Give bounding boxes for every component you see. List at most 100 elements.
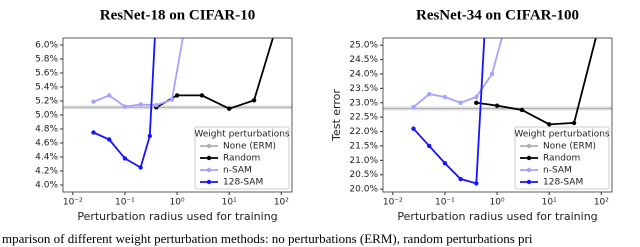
x-tick-label: 10⁻² <box>63 198 83 208</box>
chart-title: ResNet-34 on CIFAR-100 <box>416 7 579 23</box>
y-tick-label: 20.0% <box>349 185 378 195</box>
y-tick-label: 5.6% <box>35 69 58 79</box>
point <box>199 93 205 98</box>
point <box>122 104 128 109</box>
point <box>571 120 577 126</box>
point <box>174 93 180 98</box>
legend-box <box>514 126 610 190</box>
x-tick-label: 10¹ <box>542 198 557 208</box>
legend-label: None (ERM) <box>543 142 596 152</box>
y-tick-label: 4.4% <box>35 153 58 163</box>
series-line <box>93 38 156 169</box>
point <box>474 100 479 105</box>
point <box>138 165 143 170</box>
plot-frame <box>382 37 613 193</box>
y-tick-label: 5.4% <box>35 83 58 93</box>
chart-title: ResNet-18 on CIFAR-10 <box>100 7 256 23</box>
legend-label: Random <box>223 154 260 164</box>
point <box>107 137 112 142</box>
legend-label: 128-SAM <box>543 178 583 188</box>
x-axis-label: Perturbation radius used for training <box>77 210 277 223</box>
x-tick-label: 10¹ <box>222 198 237 208</box>
point <box>442 94 448 100</box>
legend-label: Random <box>543 154 580 164</box>
point <box>279 8 283 12</box>
x-tick-label: 10⁰ <box>490 198 505 208</box>
point <box>427 143 432 149</box>
y-tick-label: 4.6% <box>35 139 58 149</box>
point <box>427 91 432 97</box>
point <box>154 103 159 108</box>
legend: Weight perturbations None (ERM) Random n-SA… <box>194 126 290 190</box>
legend-marker <box>526 143 532 149</box>
legend-marker <box>526 179 532 185</box>
legend-title: Weight perturbations <box>514 130 610 140</box>
point <box>169 97 175 102</box>
chart: ResNet-18 on CIFAR-10 Perturbation radius… <box>35 7 293 223</box>
legend-marker <box>526 167 532 173</box>
legend-label: 128-SAM <box>223 178 263 188</box>
point <box>547 122 552 127</box>
y-tick-label: 23.5% <box>349 84 378 94</box>
point <box>489 71 495 77</box>
y-tick-label: 24.0% <box>349 69 378 79</box>
x-tick-label: 10² <box>594 198 609 208</box>
point <box>147 133 152 139</box>
y-tick-label: 22.5% <box>349 113 378 123</box>
point <box>227 106 232 111</box>
y-tick-label: 4.2% <box>35 167 58 177</box>
plot-frame <box>62 37 293 193</box>
point <box>91 99 96 104</box>
legend-label: n-SAM <box>543 166 572 176</box>
point <box>474 181 479 186</box>
y-tick-label: 25.0% <box>349 41 378 51</box>
point <box>91 130 96 135</box>
legend-marker <box>206 179 212 185</box>
point <box>107 93 112 98</box>
point <box>474 94 479 100</box>
series-line <box>93 38 184 108</box>
series-line <box>476 38 597 126</box>
plot-area <box>63 8 292 170</box>
point <box>458 100 463 105</box>
y-tick-label: 20.5% <box>349 170 378 180</box>
legend-box <box>194 126 290 190</box>
x-tick-label: 10⁻¹ <box>435 198 455 208</box>
x-tick-label: 10⁻¹ <box>115 198 135 208</box>
caption: mparison of different weight perturbatio… <box>2 231 533 246</box>
x-axis-label: Perturbation radius used for training <box>397 210 597 223</box>
y-tick-label: 5.2% <box>35 97 58 107</box>
x-tick-label: 10⁻² <box>383 198 403 208</box>
point <box>458 176 463 182</box>
point <box>442 161 448 166</box>
y-tick-label: 22.0% <box>349 127 378 137</box>
y-tick-label: 4.8% <box>35 125 58 135</box>
chart: ResNet-34 on CIFAR-100 Perturbation radiu… <box>330 7 613 223</box>
legend-label: n-SAM <box>223 166 252 176</box>
y-tick-label: 21.0% <box>349 156 378 166</box>
y-tick-label: 6.0% <box>35 41 58 51</box>
point <box>411 126 416 131</box>
y-tick-label: 23.0% <box>349 98 378 108</box>
y-axis-label: Test error <box>330 89 343 142</box>
point <box>138 102 143 107</box>
point <box>599 14 603 18</box>
legend: Weight perturbations None (ERM) Random n-SA… <box>514 126 610 190</box>
plot-area <box>383 14 612 186</box>
x-tick-label: 10⁰ <box>170 198 185 208</box>
legend-title: Weight perturbations <box>194 130 290 140</box>
legend-marker <box>526 155 532 161</box>
x-tick-label: 10² <box>274 198 289 208</box>
legend-label: None (ERM) <box>223 142 276 152</box>
series-line <box>155 38 274 110</box>
y-tick-label: 21.5% <box>349 141 378 151</box>
y-tick-label: 5.0% <box>35 111 58 121</box>
y-tick-label: 4.0% <box>35 181 58 191</box>
series-line <box>412 38 486 185</box>
y-tick-label: 24.5% <box>349 55 378 65</box>
legend-marker <box>206 167 212 173</box>
point <box>519 107 525 113</box>
y-tick-label: 5.8% <box>35 55 58 65</box>
